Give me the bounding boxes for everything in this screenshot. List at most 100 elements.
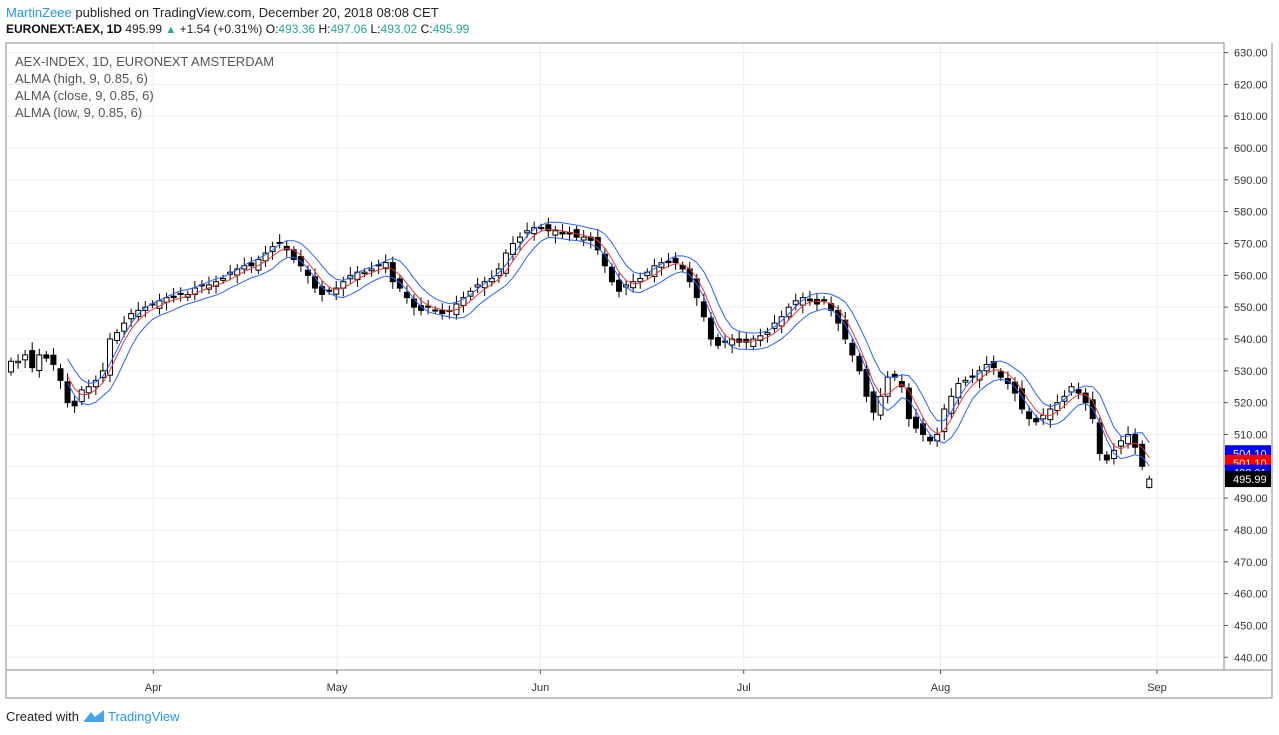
candle	[114, 332, 121, 341]
candle	[821, 299, 828, 302]
candle	[552, 230, 559, 236]
y-tick-label: 560.00	[1234, 270, 1268, 282]
candle	[43, 354, 50, 359]
candle	[729, 338, 736, 346]
candle	[128, 313, 135, 320]
candle	[8, 360, 14, 373]
candle	[396, 278, 403, 289]
candle	[389, 262, 396, 283]
candle	[743, 338, 750, 343]
candle	[361, 271, 368, 275]
alma-high-line	[67, 221, 1150, 444]
candle	[1110, 449, 1117, 460]
candle	[1103, 454, 1110, 461]
x-tick-label: Aug	[931, 682, 951, 694]
high-label: H:	[318, 22, 331, 36]
up-arrow-icon: ▲	[165, 24, 177, 36]
price-badge-label: 495.99	[1233, 474, 1267, 486]
candle	[764, 332, 771, 335]
legend-study-alma-close[interactable]: ALMA (close, 9, 0.85, 6)	[15, 88, 154, 103]
candle	[312, 276, 319, 289]
y-tick-label: 440.00	[1234, 652, 1268, 664]
candle	[531, 227, 538, 235]
candle	[220, 278, 227, 281]
candle	[121, 322, 128, 332]
price-badge	[1225, 471, 1271, 488]
y-tick-label: 580.00	[1234, 207, 1268, 219]
candle	[665, 260, 672, 264]
candle	[1054, 402, 1061, 411]
published-text: published on TradingView.com, December 2…	[75, 5, 439, 20]
candle	[106, 338, 113, 376]
chart-frame	[5, 42, 1273, 699]
candle	[255, 258, 262, 271]
candle	[92, 379, 99, 388]
y-tick-label: 450.00	[1234, 620, 1268, 632]
candle	[1117, 440, 1124, 447]
y-tick-label: 540.00	[1234, 334, 1268, 346]
candle	[559, 231, 566, 235]
y-tick-label: 610.00	[1234, 111, 1268, 123]
candle	[856, 355, 863, 372]
x-tick-label: May	[327, 682, 348, 694]
candle	[750, 338, 757, 347]
legend-study-alma-high[interactable]: ALMA (high, 9, 0.85, 6)	[15, 71, 148, 86]
candle	[948, 395, 955, 414]
y-tick-label: 460.00	[1234, 589, 1268, 601]
candle	[57, 368, 64, 381]
candle	[78, 389, 85, 403]
candle	[679, 264, 686, 270]
high-value: 497.06	[330, 22, 368, 36]
candle	[715, 337, 721, 346]
candle	[517, 236, 524, 243]
candle	[920, 423, 927, 435]
candle	[524, 230, 531, 234]
candle	[778, 316, 785, 327]
y-tick-label: 530.00	[1234, 366, 1268, 378]
candle	[15, 360, 22, 364]
open-label: O:	[265, 22, 279, 36]
candle	[644, 271, 651, 277]
x-tick-label: Apr	[145, 682, 162, 694]
candle	[135, 309, 142, 317]
price-axis: 630.00 620.00 610.00 600.00 590.00 580.00 570.…	[1224, 48, 1268, 664]
candle	[64, 381, 71, 404]
candle	[71, 400, 78, 407]
tradingview-brand-link[interactable]: TradingView	[108, 709, 180, 724]
candle	[870, 391, 877, 413]
candle	[835, 309, 842, 324]
candle	[460, 297, 467, 306]
candle	[905, 387, 912, 420]
candle	[637, 278, 644, 283]
candle	[474, 284, 481, 288]
alma-close-line	[67, 228, 1150, 459]
candle	[912, 416, 919, 429]
y-tick-label: 480.00	[1234, 525, 1268, 537]
candle	[439, 309, 446, 315]
legend-study-alma-low[interactable]: ALMA (low, 9, 0.85, 6)	[15, 105, 143, 120]
low-value: 493.02	[380, 22, 418, 36]
y-tick-label: 550.00	[1234, 302, 1268, 314]
candle	[927, 436, 934, 442]
candles	[8, 217, 1153, 489]
close-value: 495.99	[432, 22, 470, 36]
tradingview-logo-icon	[83, 710, 104, 722]
candle	[29, 350, 36, 369]
low-label: L:	[370, 22, 381, 36]
x-tick-label: Jun	[531, 682, 549, 694]
alma-low-line	[67, 236, 1150, 467]
candle	[630, 281, 637, 289]
candle	[481, 281, 488, 289]
candle	[806, 298, 813, 302]
close-label: C:	[420, 22, 433, 36]
y-tick-label: 470.00	[1234, 557, 1268, 569]
author-link[interactable]: MartinZeee	[6, 5, 72, 20]
candle	[170, 295, 177, 299]
candle	[849, 342, 856, 356]
footer: Created with TradingView	[6, 709, 180, 724]
y-tick-label: 490.00	[1234, 493, 1268, 505]
y-tick-label: 570.00	[1234, 239, 1268, 251]
candle	[99, 370, 106, 379]
